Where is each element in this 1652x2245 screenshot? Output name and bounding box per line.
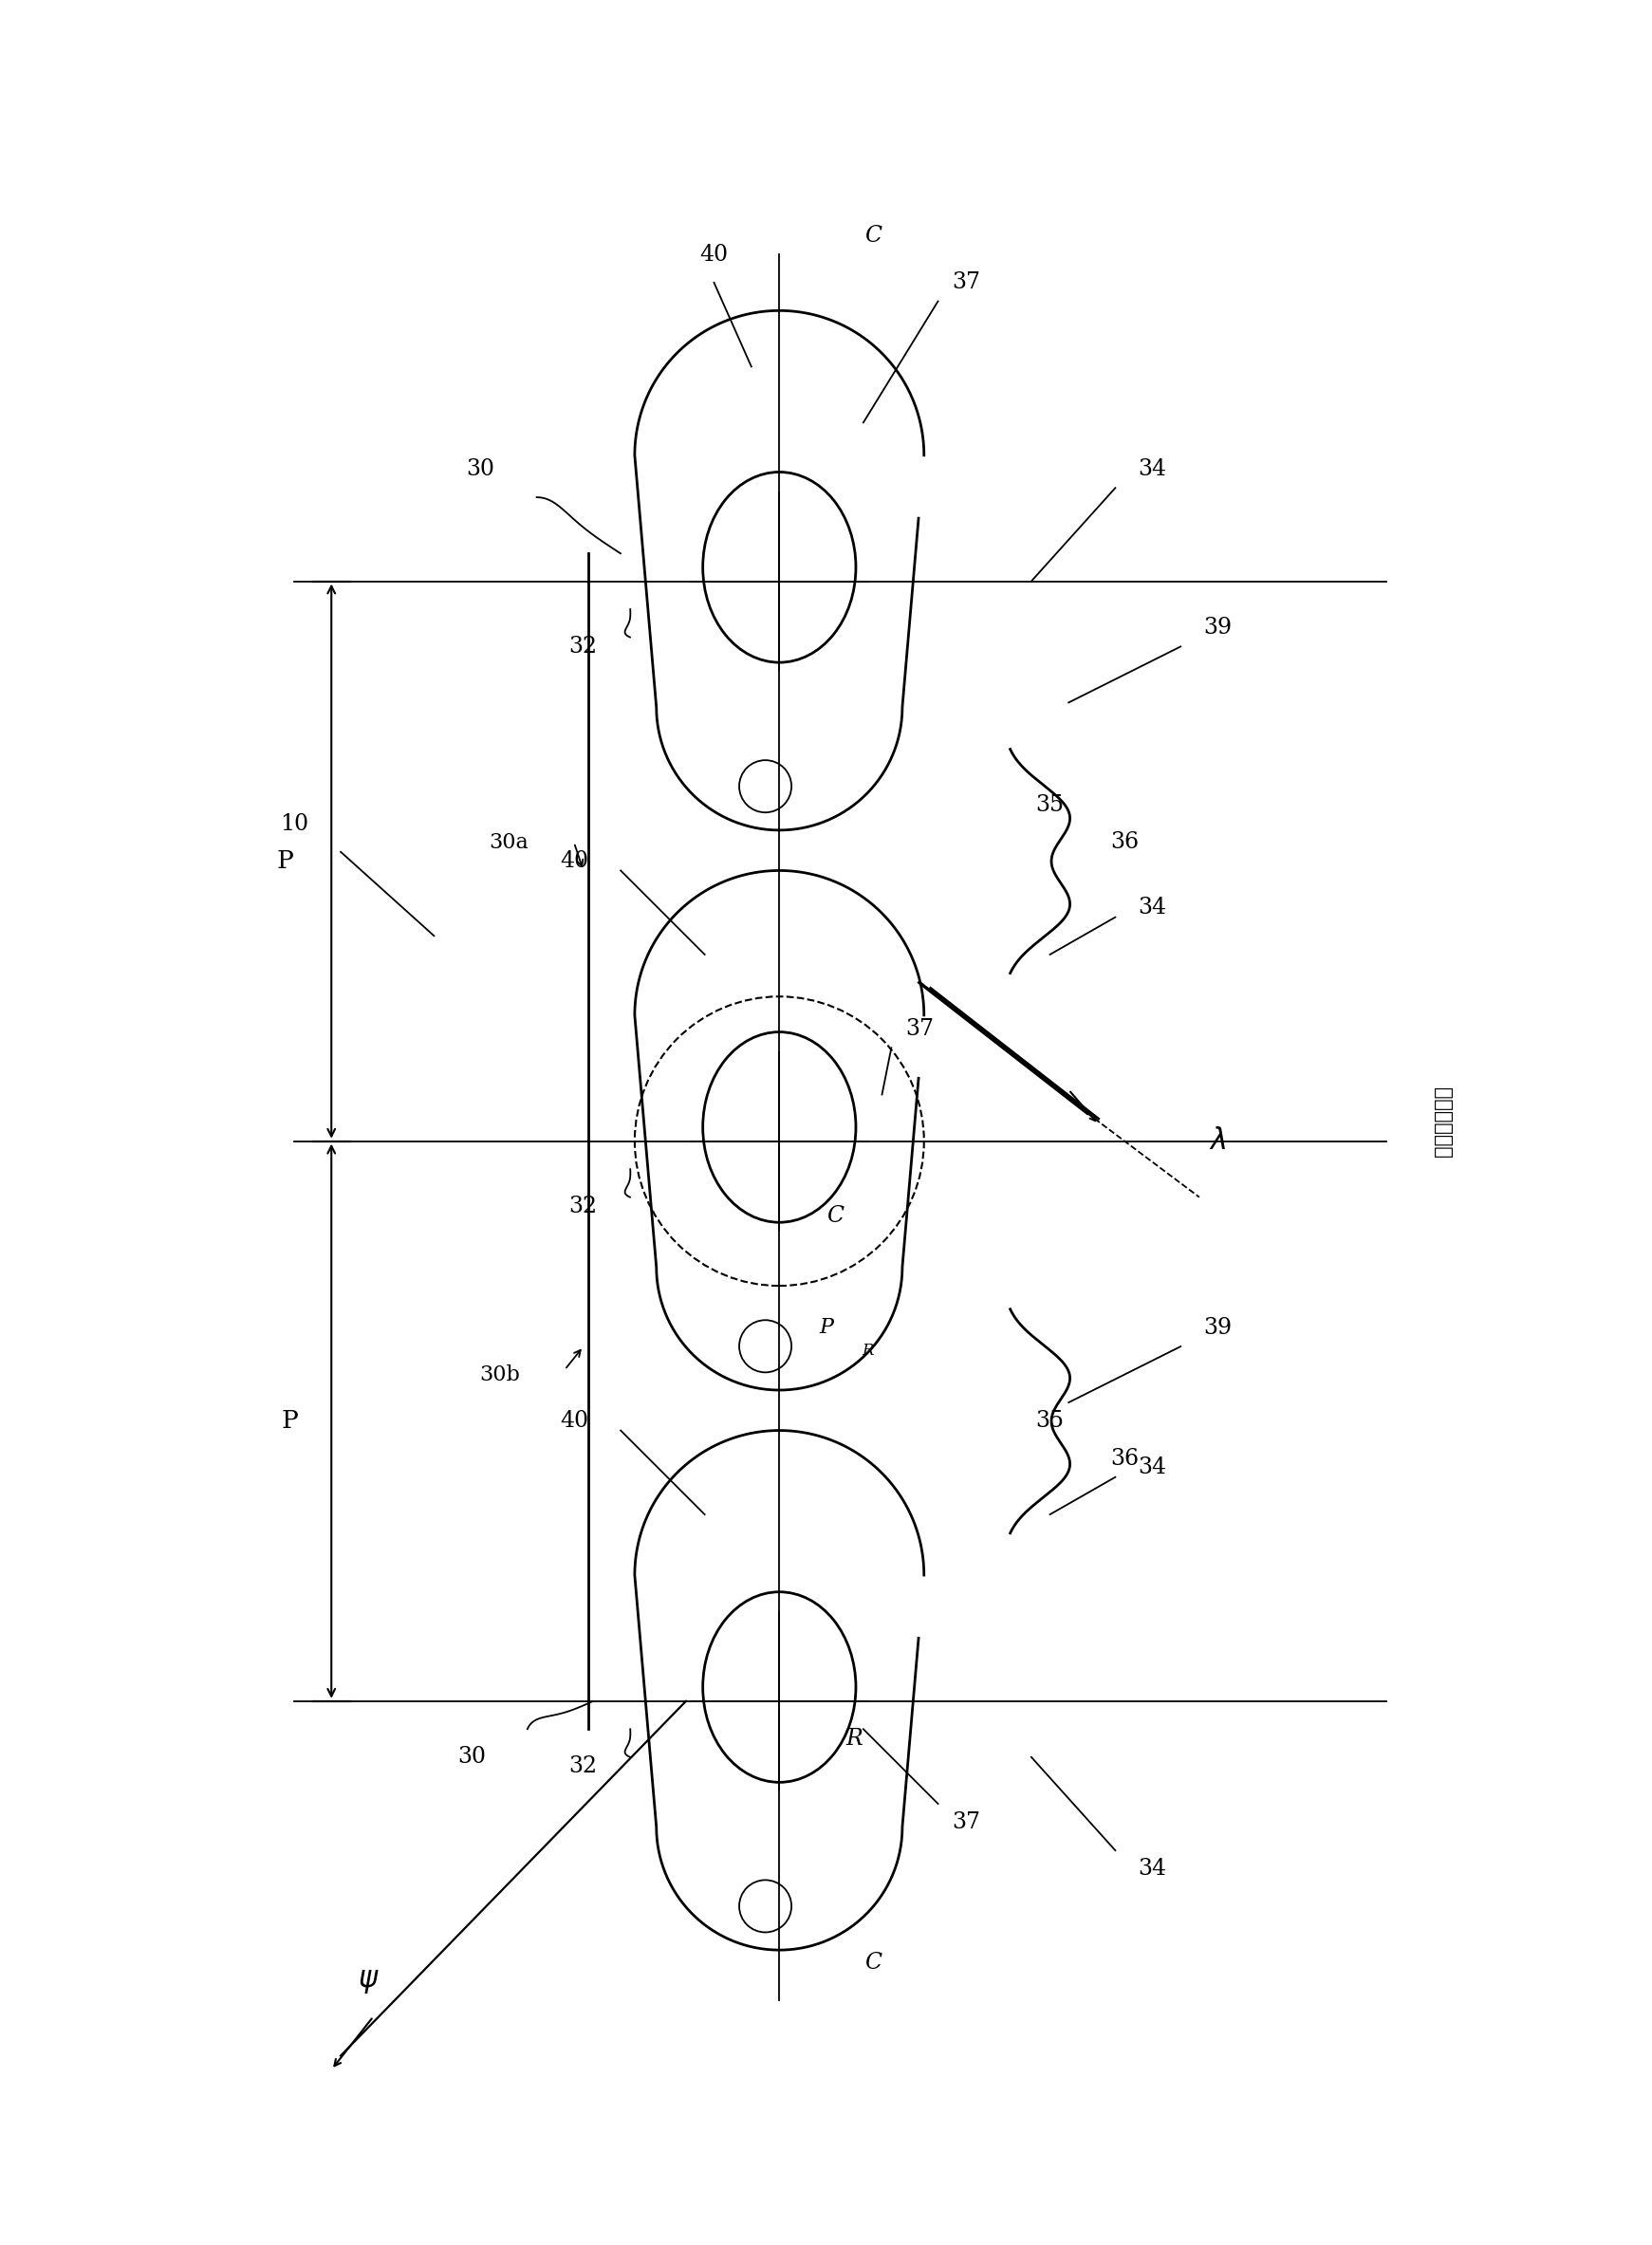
Text: 37: 37 [952,272,980,294]
Text: 30b: 30b [479,1365,520,1385]
Text: P: P [819,1318,833,1338]
Text: （现有技术）: （现有技术） [1432,1087,1452,1158]
Text: 34: 34 [1138,458,1166,480]
Text: 36: 36 [1110,1448,1138,1470]
Text: C: C [826,1206,844,1226]
Text: $\psi$: $\psi$ [358,1967,380,1996]
Text: 32: 32 [568,1197,598,1217]
Text: 36: 36 [1110,831,1138,853]
Text: C: C [864,225,881,247]
Text: 40: 40 [560,851,588,871]
Text: 34: 34 [1138,1457,1166,1479]
Text: 37: 37 [905,1019,933,1039]
Text: 10: 10 [279,813,309,835]
Text: 35: 35 [1036,795,1064,817]
Text: 34: 34 [1138,1859,1166,1879]
Text: 40: 40 [700,245,729,265]
Text: 35: 35 [1036,1410,1064,1432]
Text: $\lambda$: $\lambda$ [1209,1127,1227,1156]
Text: P: P [276,849,292,873]
Text: R: R [846,1726,862,1749]
Text: 30: 30 [458,1747,486,1769]
Text: 32: 32 [568,635,598,658]
Text: 30a: 30a [489,833,529,853]
Text: 40: 40 [560,1410,588,1432]
Text: C: C [864,1951,881,1973]
Text: R: R [862,1343,874,1358]
Text: 39: 39 [1204,617,1232,640]
Text: 37: 37 [952,1812,980,1834]
Text: 30: 30 [466,458,496,480]
Text: P: P [281,1410,297,1432]
Text: 34: 34 [1138,898,1166,918]
Text: 32: 32 [568,1756,598,1778]
Text: 39: 39 [1204,1318,1232,1338]
